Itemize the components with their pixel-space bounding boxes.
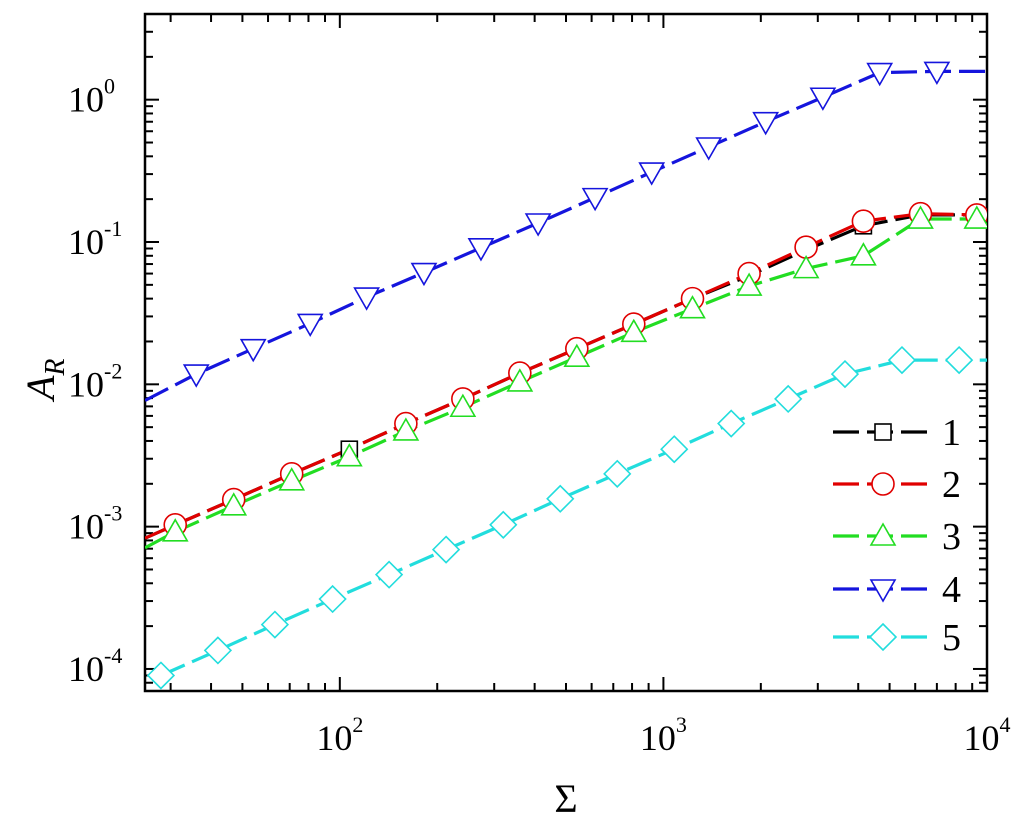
- legend-marker-1: [874, 423, 892, 441]
- series-line-3: [145, 217, 987, 550]
- series-4-point: [638, 162, 666, 186]
- series-5-point: [374, 560, 404, 589]
- series-3-point: [449, 393, 477, 418]
- series-4-point: [182, 364, 210, 388]
- legend-label-5: 5: [942, 617, 961, 659]
- series-2-point: [794, 235, 818, 259]
- series-3-point: [620, 318, 648, 343]
- series-5-point: [203, 636, 233, 665]
- series-4-point: [467, 238, 495, 262]
- series-5-point: [431, 535, 461, 564]
- legend-marker-3: [869, 522, 897, 546]
- legend-label-2: 2: [942, 464, 961, 506]
- y-tick-label: 10-2: [68, 358, 122, 404]
- series-line-5: [160, 358, 987, 677]
- y-tick-label: 10-4: [68, 643, 122, 689]
- legend-marker-4: [869, 579, 897, 603]
- series-4-point: [524, 213, 552, 237]
- x-tick-label: 104: [964, 712, 1011, 758]
- series-5-point: [887, 345, 917, 375]
- series-4-point: [410, 262, 438, 287]
- series-5-point: [830, 359, 860, 389]
- y-axis-title-main: A: [18, 375, 63, 403]
- series-4-point: [296, 313, 324, 338]
- series-5-point: [489, 510, 518, 539]
- series-3-point: [392, 417, 420, 441]
- legend: 1 2 3 4 5: [833, 412, 961, 659]
- series-lines: [145, 69, 987, 677]
- series-3-point: [907, 205, 934, 229]
- series-4-point: [809, 87, 837, 111]
- series-3-point: [850, 242, 877, 266]
- series-5-point: [717, 409, 746, 438]
- y-axis-title-sub: R: [40, 358, 71, 376]
- series-3-point: [220, 492, 248, 516]
- axis-ticks: 102 103 104 10-4 10-3 10-2 10-1 100: [68, 13, 1011, 758]
- series-5-point: [944, 345, 974, 375]
- legend-label-3: 3: [942, 516, 961, 558]
- legend-marker-5: [868, 622, 898, 652]
- series-5-point: [146, 661, 176, 690]
- series-3-point: [335, 443, 363, 467]
- series-5-point: [603, 459, 632, 488]
- series-4-point: [923, 61, 951, 86]
- series-5-point: [260, 610, 290, 639]
- x-tick-label: 102: [316, 712, 363, 758]
- legend-marker-2: [871, 472, 895, 496]
- series-4-point: [866, 62, 894, 87]
- series-3-point: [735, 272, 763, 296]
- series-3-point: [506, 368, 534, 392]
- series-4-point: [695, 137, 723, 161]
- series-4-point: [752, 111, 780, 136]
- series-5-point: [318, 584, 347, 614]
- series-3-point: [963, 205, 987, 229]
- series-3-point: [679, 295, 706, 319]
- series-3-point: [278, 467, 306, 491]
- series-4-point: [239, 338, 267, 363]
- x-tick-label: 103: [640, 712, 687, 758]
- y-tick-label: 100: [68, 74, 115, 120]
- series-line-4: [145, 69, 987, 402]
- series-4-point: [581, 187, 609, 212]
- series-2-point: [851, 209, 876, 234]
- series-3-point: [792, 255, 820, 279]
- x-axis-title: Σ: [554, 776, 577, 821]
- series-markers: [146, 61, 987, 690]
- y-tick-label: 10-1: [68, 216, 122, 262]
- series-5-point: [660, 435, 689, 464]
- series-5-point: [546, 484, 575, 513]
- series-5-point: [774, 384, 803, 414]
- y-tick-label: 10-3: [68, 501, 122, 547]
- y-axis-title: AR: [18, 358, 71, 403]
- series-line-2: [145, 212, 987, 540]
- series-4-point: [353, 287, 380, 311]
- legend-label-4: 4: [942, 569, 961, 611]
- legend-label-1: 1: [942, 412, 961, 454]
- series-3-point: [161, 518, 189, 542]
- series-3-point: [563, 343, 591, 368]
